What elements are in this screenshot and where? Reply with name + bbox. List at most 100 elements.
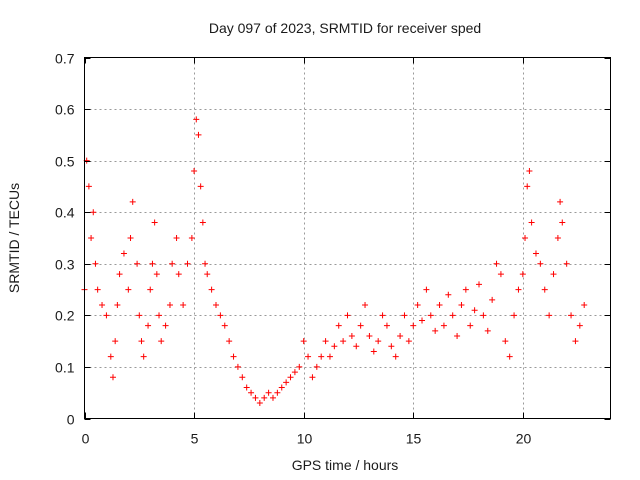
data-point bbox=[563, 260, 570, 267]
data-point bbox=[278, 384, 285, 391]
x-tick-label: 15 bbox=[406, 431, 422, 447]
data-point bbox=[114, 302, 121, 309]
data-point bbox=[388, 343, 395, 350]
data-point bbox=[125, 286, 132, 293]
data-point bbox=[120, 250, 127, 257]
data-point bbox=[256, 400, 263, 407]
y-tick-label: 0.4 bbox=[55, 205, 75, 221]
y-tick-label: 0.1 bbox=[55, 360, 75, 376]
data-point bbox=[103, 312, 110, 319]
data-point bbox=[436, 302, 443, 309]
data-point bbox=[458, 302, 465, 309]
data-point bbox=[147, 286, 154, 293]
data-point bbox=[149, 260, 156, 267]
data-point bbox=[471, 307, 478, 314]
data-point bbox=[432, 327, 439, 334]
data-point bbox=[370, 348, 377, 355]
data-point bbox=[322, 338, 329, 345]
data-point bbox=[265, 389, 272, 396]
data-point bbox=[191, 167, 198, 174]
data-point bbox=[145, 322, 152, 329]
y-tick-label: 0.6 bbox=[55, 102, 75, 118]
data-point bbox=[197, 183, 204, 190]
data-point bbox=[557, 198, 564, 205]
data-point bbox=[221, 322, 228, 329]
x-tick-label: 5 bbox=[191, 431, 199, 447]
data-point bbox=[107, 353, 114, 360]
data-point bbox=[454, 332, 461, 339]
data-point bbox=[524, 183, 531, 190]
y-tick-label: 0 bbox=[67, 412, 75, 428]
data-point bbox=[546, 312, 553, 319]
data-point bbox=[344, 312, 351, 319]
data-point bbox=[427, 312, 434, 319]
data-point bbox=[175, 271, 182, 278]
data-point bbox=[217, 312, 224, 319]
data-point bbox=[331, 343, 338, 350]
data-point bbox=[515, 286, 522, 293]
data-point bbox=[136, 312, 143, 319]
data-point bbox=[184, 260, 191, 267]
data-point bbox=[366, 332, 373, 339]
data-point bbox=[230, 353, 237, 360]
data-point bbox=[419, 317, 426, 324]
data-point bbox=[153, 271, 160, 278]
data-point bbox=[234, 363, 241, 370]
data-point bbox=[226, 338, 233, 345]
data-point bbox=[423, 286, 430, 293]
data-point bbox=[318, 353, 325, 360]
data-point bbox=[462, 286, 469, 293]
data-point bbox=[94, 286, 101, 293]
data-point bbox=[414, 302, 421, 309]
data-point bbox=[140, 353, 147, 360]
data-point bbox=[532, 250, 539, 257]
data-point bbox=[252, 394, 259, 401]
data-point bbox=[484, 327, 491, 334]
data-point bbox=[489, 296, 496, 303]
data-point bbox=[522, 235, 529, 241]
data-point bbox=[340, 338, 347, 345]
data-point bbox=[493, 260, 500, 267]
data-point bbox=[261, 394, 268, 401]
data-point bbox=[502, 338, 509, 345]
data-point bbox=[537, 260, 544, 267]
data-point bbox=[274, 389, 281, 396]
data-point bbox=[180, 302, 187, 309]
data-point bbox=[287, 374, 294, 381]
data-point bbox=[375, 338, 382, 345]
data-point bbox=[213, 302, 219, 309]
data-point bbox=[379, 312, 386, 319]
data-point bbox=[410, 322, 417, 329]
x-tick-label: 10 bbox=[297, 431, 313, 447]
data-point bbox=[449, 312, 456, 319]
data-point bbox=[296, 363, 303, 370]
data-point bbox=[112, 338, 119, 345]
data-point bbox=[195, 131, 202, 138]
data-point bbox=[248, 389, 255, 396]
data-point bbox=[405, 338, 412, 345]
data-point bbox=[300, 338, 307, 345]
data-point bbox=[283, 379, 290, 386]
data-point bbox=[173, 235, 180, 241]
data-point bbox=[291, 369, 298, 376]
data-point bbox=[313, 363, 320, 370]
data-point bbox=[467, 322, 474, 329]
data-point bbox=[554, 235, 561, 241]
data-point bbox=[208, 286, 215, 293]
data-point bbox=[576, 322, 583, 329]
data-point bbox=[243, 384, 250, 391]
data-point bbox=[581, 302, 588, 309]
data-point bbox=[239, 374, 246, 381]
x-axis-title: GPS time / hours bbox=[292, 457, 399, 473]
data-point bbox=[166, 302, 173, 309]
data-point bbox=[134, 260, 141, 267]
data-point bbox=[92, 260, 99, 267]
y-tick-label: 0.7 bbox=[55, 51, 75, 67]
data-point bbox=[511, 312, 518, 319]
data-point bbox=[519, 271, 526, 278]
data-point bbox=[335, 322, 342, 329]
axes-layer: 0 0.1 0.2 0.3 0.4 0.5 0.6 0.7 0 5 10 15 20 bbox=[55, 51, 611, 447]
data-point bbox=[348, 332, 355, 339]
data-point bbox=[129, 198, 136, 205]
